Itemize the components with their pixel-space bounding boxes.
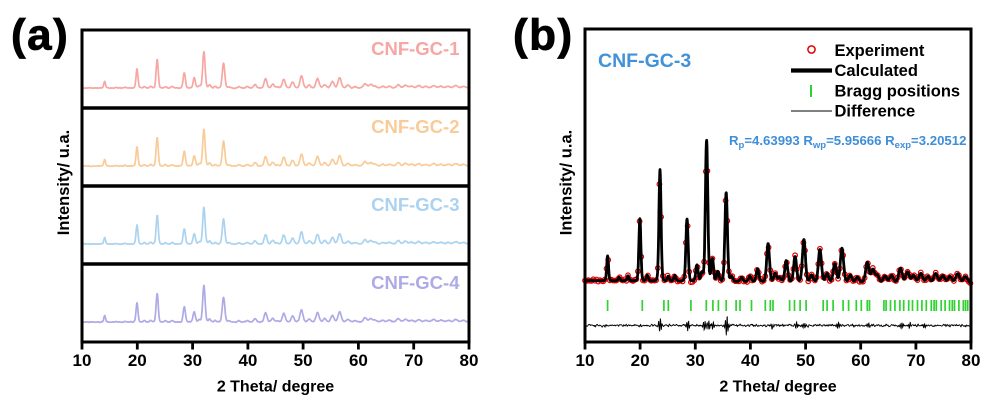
svg-text:CNF-GC-2: CNF-GC-2: [371, 116, 459, 137]
svg-text:70: 70: [404, 351, 423, 370]
svg-text:CNF-GC-4: CNF-GC-4: [371, 272, 460, 293]
svg-text:60: 60: [349, 351, 368, 370]
svg-text:50: 50: [796, 351, 815, 370]
svg-text:50: 50: [294, 351, 313, 370]
svg-text:30: 30: [183, 351, 202, 370]
svg-text:30: 30: [686, 351, 705, 370]
svg-text:Calculated: Calculated: [835, 62, 918, 80]
svg-text:2 Theta/ degree: 2 Theta/ degree: [217, 379, 334, 396]
svg-text:Intensity/ u.a.: Intensity/ u.a.: [55, 130, 73, 235]
svg-text:10: 10: [73, 351, 92, 370]
svg-text:(a): (a): [11, 11, 69, 60]
svg-text:20: 20: [631, 351, 650, 370]
svg-text:2 Theta/ degree: 2 Theta/ degree: [719, 379, 836, 396]
svg-text:(b): (b): [513, 11, 574, 60]
svg-text:60: 60: [851, 351, 870, 370]
svg-text:40: 40: [238, 351, 257, 370]
svg-text:CNF-GC-3: CNF-GC-3: [371, 194, 459, 215]
svg-text:Experiment: Experiment: [835, 42, 925, 60]
svg-text:70: 70: [906, 351, 925, 370]
svg-text:CNF-GC-1: CNF-GC-1: [371, 38, 459, 59]
svg-text:Bragg positions: Bragg positions: [835, 82, 961, 100]
svg-text:Intensity/ u.a.: Intensity/ u.a.: [557, 130, 575, 235]
svg-text:Difference: Difference: [835, 103, 916, 121]
svg-text:80: 80: [460, 351, 479, 370]
svg-text:20: 20: [128, 351, 147, 370]
svg-text:CNF-GC-3: CNF-GC-3: [598, 50, 691, 72]
svg-text:80: 80: [962, 351, 981, 370]
svg-text:40: 40: [741, 351, 760, 370]
svg-text:10: 10: [576, 351, 595, 370]
